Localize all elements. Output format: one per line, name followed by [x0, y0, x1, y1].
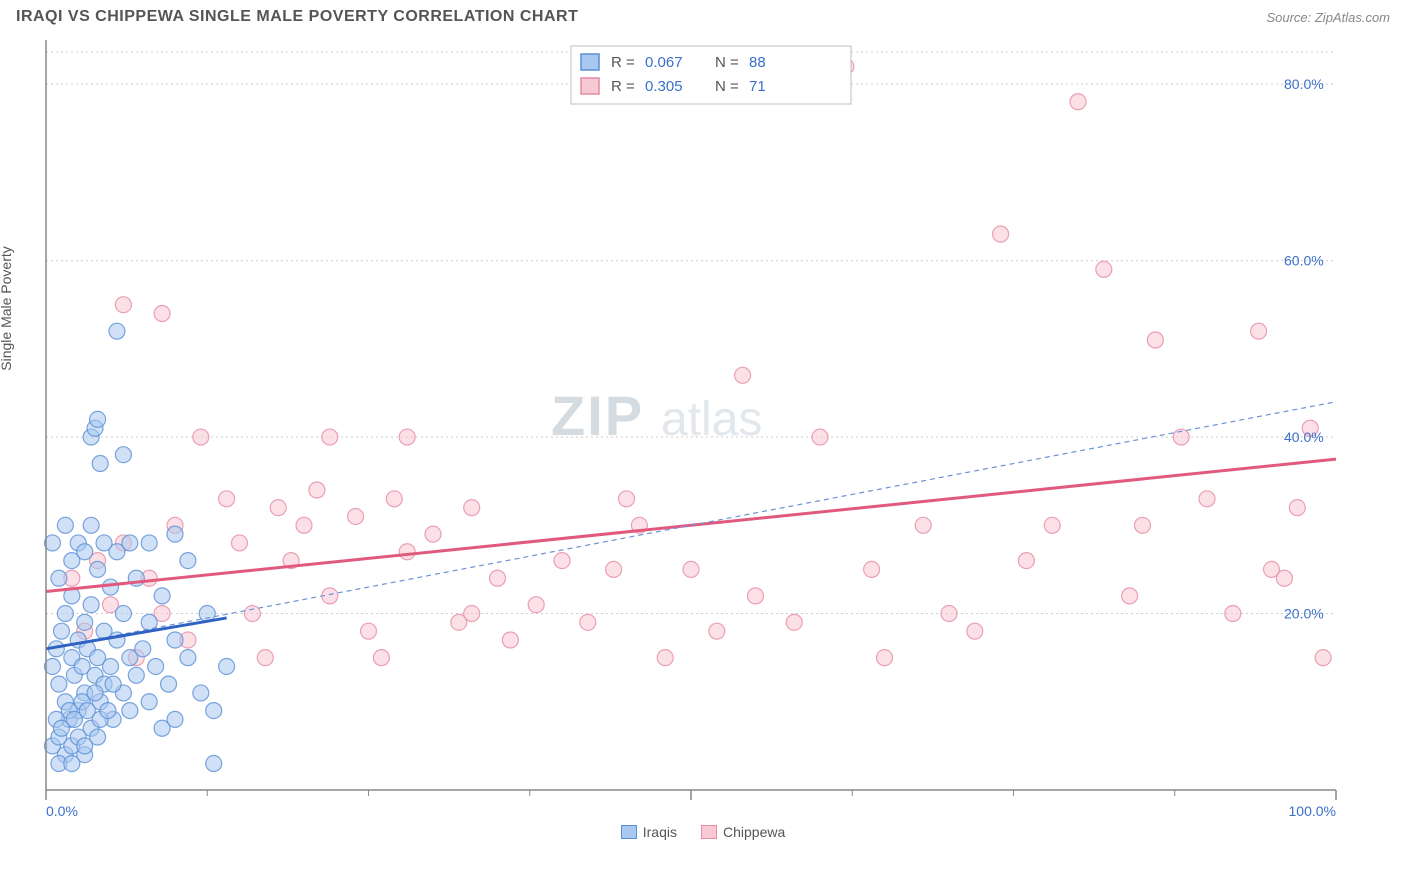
svg-text:60.0%: 60.0% [1284, 253, 1324, 269]
svg-text:88: 88 [749, 54, 766, 71]
svg-text:71: 71 [749, 78, 766, 95]
svg-text:80.0%: 80.0% [1284, 76, 1324, 92]
y-axis-label: Single Male Poverty [0, 246, 14, 371]
svg-text:0.0%: 0.0% [46, 803, 78, 819]
legend-bottom: Iraqis Chippewa [0, 824, 1406, 840]
svg-text:R =: R = [611, 78, 635, 95]
svg-text:40.0%: 40.0% [1284, 429, 1324, 445]
svg-text:R =: R = [611, 54, 635, 71]
svg-text:ZIP: ZIP [551, 384, 644, 447]
chart-title: IRAQI VS CHIPPEWA SINGLE MALE POVERTY CO… [16, 8, 578, 26]
svg-text:0.067: 0.067 [645, 54, 683, 71]
legend-item: Chippewa [701, 824, 785, 840]
svg-text:atlas: atlas [661, 393, 762, 446]
svg-text:100.0%: 100.0% [1289, 803, 1336, 819]
svg-text:N =: N = [715, 54, 739, 71]
svg-text:20.0%: 20.0% [1284, 606, 1324, 622]
svg-text:N =: N = [715, 78, 739, 95]
scatter-chart: ZIP atlas 0.0% 100.0% 20.0% 40.0% 60.0% 80.0% R … [16, 30, 1356, 820]
legend-item: Iraqis [621, 824, 677, 840]
svg-text:0.305: 0.305 [645, 78, 683, 95]
source-label: Source: ZipAtlas.com [1266, 10, 1390, 25]
